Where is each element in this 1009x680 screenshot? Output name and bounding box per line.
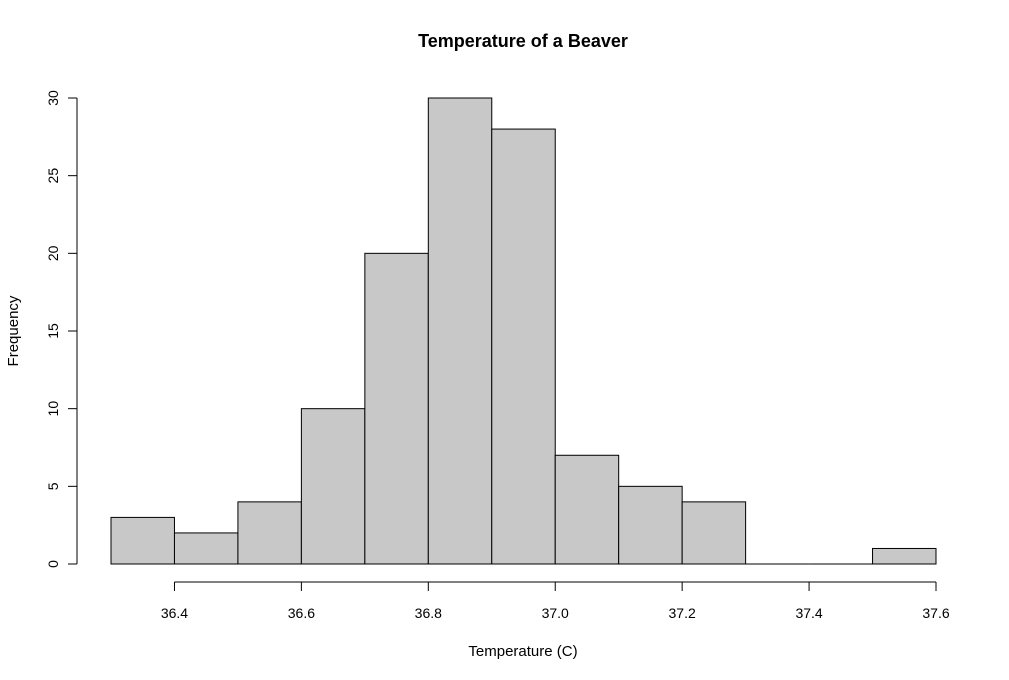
x-tick-label-4: 37.2 — [669, 605, 696, 621]
histogram-bar-6 — [491, 128, 556, 565]
x-tick-label-5: 37.4 — [795, 605, 822, 621]
x-axis: 36.4 36.6 36.8 37.0 37.2 37.4 37.6 — [161, 581, 950, 621]
x-tick-label-2: 36.8 — [415, 605, 442, 621]
y-tick-label-6: 30 — [45, 90, 61, 106]
y-tick-label-3: 15 — [45, 323, 61, 339]
histogram-bar-3 — [300, 408, 366, 565]
y-tick-label-2: 10 — [45, 401, 61, 417]
histogram-bar-9 — [681, 501, 747, 565]
x-tick-label-0: 36.4 — [161, 605, 188, 621]
y-axis: 0 5 10 15 20 25 30 — [45, 90, 78, 568]
y-tick-label-1: 5 — [45, 482, 61, 490]
y-tick-label-4: 20 — [45, 245, 61, 261]
chart-title: Temperature of a Beaver — [418, 31, 628, 51]
histogram-bar-4 — [364, 252, 429, 565]
bars-group — [110, 97, 937, 565]
y-tick-label-5: 25 — [45, 168, 61, 184]
histogram-bar-0 — [110, 516, 175, 565]
histogram-bar-1 — [173, 532, 239, 565]
histogram-bar-8 — [618, 485, 683, 565]
x-tick-label-6: 37.6 — [922, 605, 949, 621]
histogram-bar-12 — [872, 547, 937, 565]
x-tick-label-3: 37.0 — [542, 605, 569, 621]
histogram-bar-5 — [427, 97, 493, 565]
x-tick-label-1: 36.6 — [288, 605, 315, 621]
y-tick-label-0: 0 — [45, 560, 61, 568]
x-axis-label: Temperature (C) — [468, 643, 577, 660]
y-axis-label: Frequency — [5, 295, 22, 366]
histogram-bar-7 — [554, 454, 620, 565]
histogram-bar-2 — [237, 501, 302, 565]
